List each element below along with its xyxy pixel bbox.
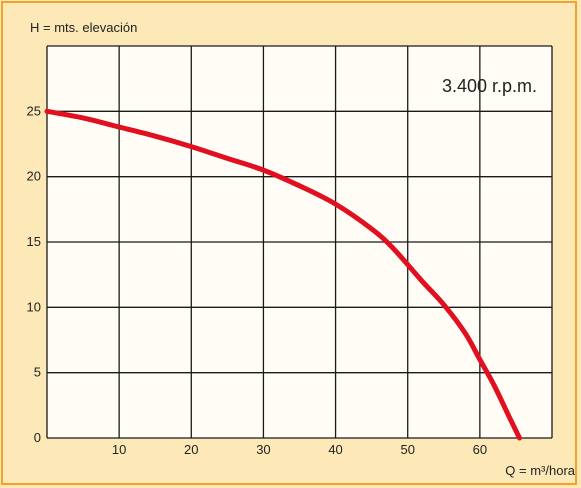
y-tick-label-10: 10 [27, 299, 41, 314]
y-tick-labels: 0 5 10 15 20 25 [27, 103, 41, 445]
grid-lines [46, 45, 553, 439]
x-tick-label-20: 20 [184, 442, 198, 457]
y-tick-label-15: 15 [27, 234, 41, 249]
x-tick-label-50: 50 [400, 442, 414, 457]
x-tick-label-30: 30 [256, 442, 270, 457]
x-tick-label-40: 40 [328, 442, 342, 457]
series-curve [44, 108, 522, 441]
x-tick-label-10: 10 [112, 442, 126, 457]
y-tick-label-20: 20 [27, 169, 41, 184]
x-tick-labels: 10 20 30 40 50 60 [112, 442, 487, 457]
y-axis-label: H = mts. elevación [30, 20, 137, 35]
y-tick-label-25: 25 [27, 103, 41, 118]
x-axis-label: Q = m³/hora [505, 463, 575, 478]
y-tick-label-0: 0 [34, 430, 41, 445]
y-tick-label-5: 5 [34, 365, 41, 380]
rpm-annotation: 3.400 r.p.m. [442, 76, 537, 96]
x-tick-label-60: 60 [473, 442, 487, 457]
